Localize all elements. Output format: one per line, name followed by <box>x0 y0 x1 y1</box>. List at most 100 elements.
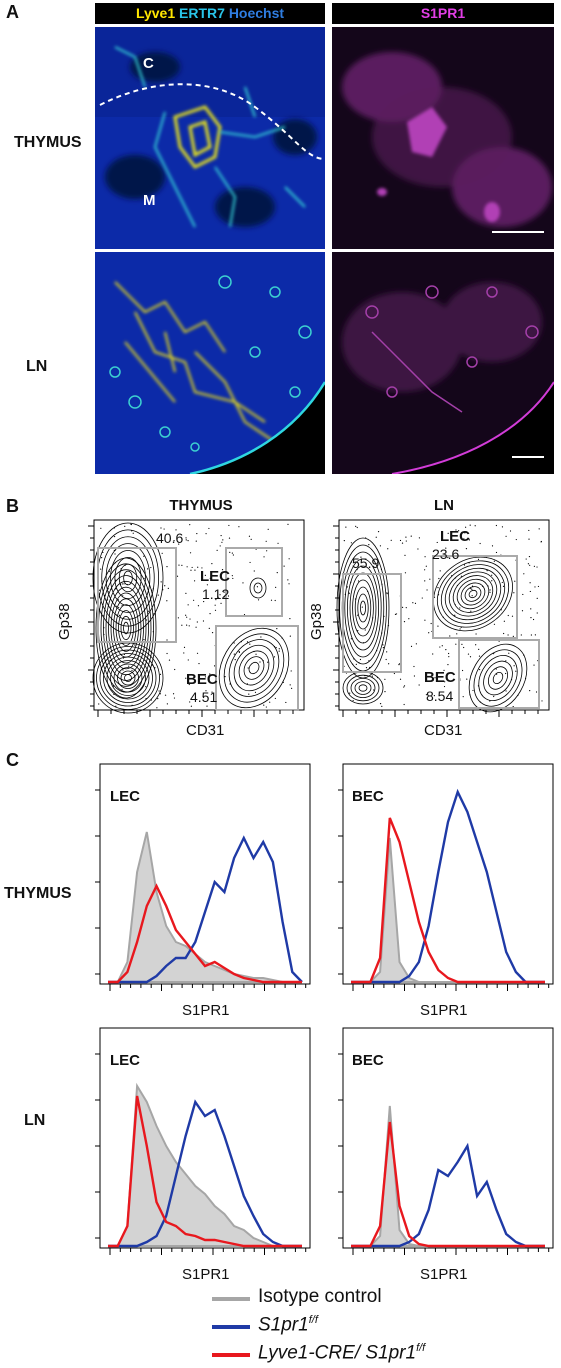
event-dot <box>176 575 179 577</box>
event-dot <box>456 633 458 635</box>
series-flox-line <box>108 1099 302 1248</box>
density-contour <box>464 586 482 602</box>
density-contour <box>248 661 260 675</box>
event-dot <box>530 616 532 619</box>
event-dot <box>410 535 412 537</box>
event-dot <box>234 659 236 661</box>
event-dot <box>489 591 491 593</box>
event-dot <box>134 644 136 646</box>
event-dot <box>489 589 491 591</box>
lyve1-stain-label: Lyve1 <box>135 5 176 21</box>
event-dot <box>512 635 514 637</box>
ertr7-stain-label: ERTR7 <box>179 5 225 21</box>
event-dot <box>265 706 267 708</box>
event-dot <box>196 652 199 654</box>
event-dot <box>509 530 512 532</box>
event-dot <box>449 635 451 637</box>
event-dot <box>413 665 415 668</box>
event-dot <box>248 693 250 695</box>
event-dot <box>540 541 542 543</box>
series-cre-line <box>351 1121 545 1248</box>
event-dot <box>525 558 527 560</box>
event-dot <box>287 523 289 525</box>
density-contour <box>108 586 144 670</box>
event-dot <box>143 555 145 557</box>
event-dot <box>478 655 481 657</box>
event-dot <box>461 669 464 672</box>
event-dot <box>361 606 363 608</box>
event-dot <box>219 594 221 596</box>
thymus-lec-value: 1.12 <box>202 586 230 602</box>
event-dot <box>429 578 431 580</box>
event-dot <box>403 621 406 623</box>
event-dot <box>233 642 235 644</box>
density-contour <box>96 646 160 710</box>
event-dot <box>368 660 370 662</box>
event-dot <box>477 558 480 560</box>
event-dot <box>356 614 359 616</box>
event-dot <box>355 525 357 527</box>
event-dot <box>263 556 265 558</box>
event-dot <box>276 572 278 574</box>
event-dot <box>368 544 370 546</box>
event-dot <box>470 610 472 612</box>
legend-label-isotype: Isotype control <box>258 1286 382 1307</box>
event-dot <box>403 685 406 687</box>
event-dot <box>413 675 416 677</box>
thymus-merge-micrograph: C M <box>95 27 325 249</box>
event-dot <box>287 579 289 581</box>
event-dot <box>175 529 177 531</box>
event-dot <box>224 676 226 678</box>
event-dot <box>256 586 259 588</box>
thymus-gate-topleft-value: 40.6 <box>156 530 184 546</box>
event-dot <box>468 539 470 541</box>
density-contour <box>358 684 368 692</box>
event-dot <box>250 538 252 540</box>
event-dot <box>291 687 293 689</box>
density-contour <box>238 650 270 686</box>
event-dot <box>195 626 197 628</box>
event-dot <box>132 532 134 534</box>
event-dot <box>231 552 233 554</box>
event-dot <box>122 595 124 597</box>
legend-label-cre-text: Lyve1-CRE/ S1pr1 <box>258 1342 417 1364</box>
event-dot <box>217 596 219 598</box>
ln-gate-lec <box>432 555 518 639</box>
ln-gate-topleft-value: 55.9 <box>352 555 380 571</box>
event-dot <box>445 649 447 651</box>
event-dot <box>537 585 540 588</box>
event-dot <box>197 566 199 568</box>
density-contour <box>456 578 490 610</box>
event-dot <box>365 667 368 669</box>
event-dot <box>115 705 117 707</box>
event-dot <box>393 672 395 675</box>
event-dot <box>439 646 441 648</box>
event-dot <box>259 661 261 663</box>
event-dot <box>102 551 104 554</box>
density-contour <box>352 579 374 637</box>
event-dot <box>260 636 262 638</box>
cortex-medulla-boundary <box>99 83 324 160</box>
thymus-gate-topleft <box>97 547 177 643</box>
event-dot <box>471 595 473 597</box>
event-dot <box>146 568 149 570</box>
event-dot <box>534 634 536 636</box>
event-dot <box>159 693 161 695</box>
event-dot <box>113 535 116 538</box>
event-dot <box>348 592 350 594</box>
event-dot <box>257 599 260 601</box>
panel-a-letter: A <box>6 2 19 22</box>
density-contour <box>123 570 133 586</box>
event-dot <box>166 703 168 705</box>
event-dot <box>196 532 198 535</box>
thymus-lec-label: LEC <box>200 568 230 585</box>
event-dot <box>533 664 535 666</box>
event-dot <box>173 540 175 542</box>
event-dot <box>437 625 439 627</box>
event-dot <box>201 567 203 569</box>
event-dot <box>203 696 205 699</box>
event-dot <box>209 673 211 675</box>
event-dot <box>100 527 102 529</box>
series-flox-line <box>351 788 545 984</box>
density-contour <box>103 653 153 703</box>
